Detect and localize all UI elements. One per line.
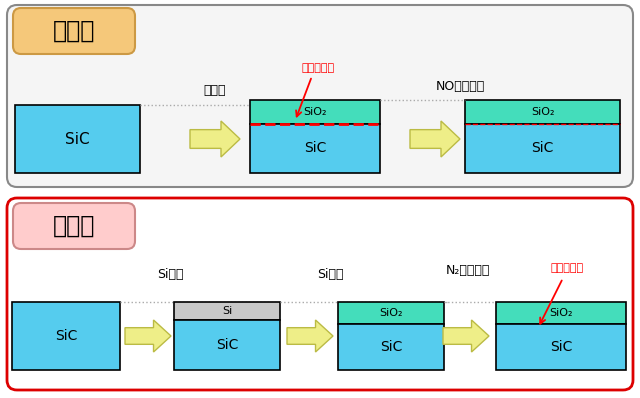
Text: 本研究: 本研究 bbox=[53, 214, 95, 238]
Text: SiC: SiC bbox=[380, 340, 402, 354]
Text: SiO₂: SiO₂ bbox=[380, 308, 403, 318]
Text: Si堆積: Si堆積 bbox=[157, 269, 183, 281]
Text: 高密度欠陥: 高密度欠陥 bbox=[301, 63, 335, 73]
Bar bbox=[15, 105, 140, 173]
Text: Si酸化: Si酸化 bbox=[317, 269, 343, 281]
Text: NOガス処理: NOガス処理 bbox=[435, 80, 484, 94]
Text: SiC: SiC bbox=[216, 338, 238, 352]
Text: SiC: SiC bbox=[550, 340, 572, 354]
Text: N₂ガス処理: N₂ガス処理 bbox=[446, 263, 490, 277]
FancyBboxPatch shape bbox=[13, 203, 135, 249]
Bar bbox=[250, 124, 380, 173]
Text: SiC: SiC bbox=[531, 142, 554, 156]
Text: SiC: SiC bbox=[304, 142, 326, 156]
Bar bbox=[12, 302, 120, 370]
Bar bbox=[338, 324, 444, 370]
Polygon shape bbox=[410, 121, 460, 157]
Bar bbox=[465, 100, 620, 124]
FancyBboxPatch shape bbox=[7, 5, 633, 187]
Text: 高品質界面: 高品質界面 bbox=[550, 263, 584, 273]
Text: 热酸化: 热酸化 bbox=[204, 84, 227, 96]
Text: Si: Si bbox=[222, 306, 232, 316]
Bar bbox=[250, 100, 380, 124]
Bar bbox=[496, 302, 626, 324]
Text: SiO₂: SiO₂ bbox=[531, 107, 554, 117]
Text: SiO₂: SiO₂ bbox=[549, 308, 573, 318]
Polygon shape bbox=[190, 121, 240, 157]
Bar bbox=[465, 124, 620, 173]
FancyBboxPatch shape bbox=[7, 198, 633, 390]
Polygon shape bbox=[287, 320, 333, 352]
Text: SiC: SiC bbox=[65, 131, 90, 146]
Bar bbox=[338, 302, 444, 324]
Text: 従来法: 従来法 bbox=[53, 19, 95, 43]
Bar bbox=[174, 320, 280, 370]
Polygon shape bbox=[443, 320, 489, 352]
Bar bbox=[174, 302, 280, 320]
Polygon shape bbox=[125, 320, 171, 352]
Bar bbox=[496, 324, 626, 370]
Text: SiO₂: SiO₂ bbox=[303, 107, 327, 117]
FancyBboxPatch shape bbox=[13, 8, 135, 54]
Text: SiC: SiC bbox=[55, 329, 77, 343]
